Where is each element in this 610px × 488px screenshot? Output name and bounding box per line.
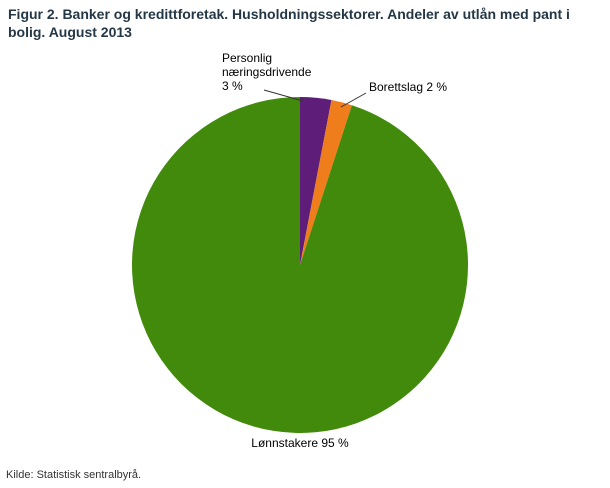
slice-label-borettslag: Borettslag 2 % — [369, 80, 448, 94]
leader-line-personlig — [263, 89, 304, 102]
pie-slice-borettslag[interactable] — [300, 99, 352, 265]
source-note: Kilde: Statistisk sentralbyrå. — [6, 469, 142, 481]
pie-slice-loennstakere[interactable] — [132, 97, 469, 434]
slice-label-personlig-naeringsdrivende: Personlig næringsdrivende 3 % — [222, 51, 312, 93]
pie-slice-personlig-naeringsdrivende[interactable] — [300, 97, 332, 265]
slice-label-loennstakere: Lønnstakere 95 % — [251, 436, 349, 450]
pie-slices-group — [132, 97, 469, 434]
figure-title: Figur 2. Banker og kredittforetak. Husho… — [8, 6, 570, 41]
leader-line-borettslag — [340, 92, 367, 108]
